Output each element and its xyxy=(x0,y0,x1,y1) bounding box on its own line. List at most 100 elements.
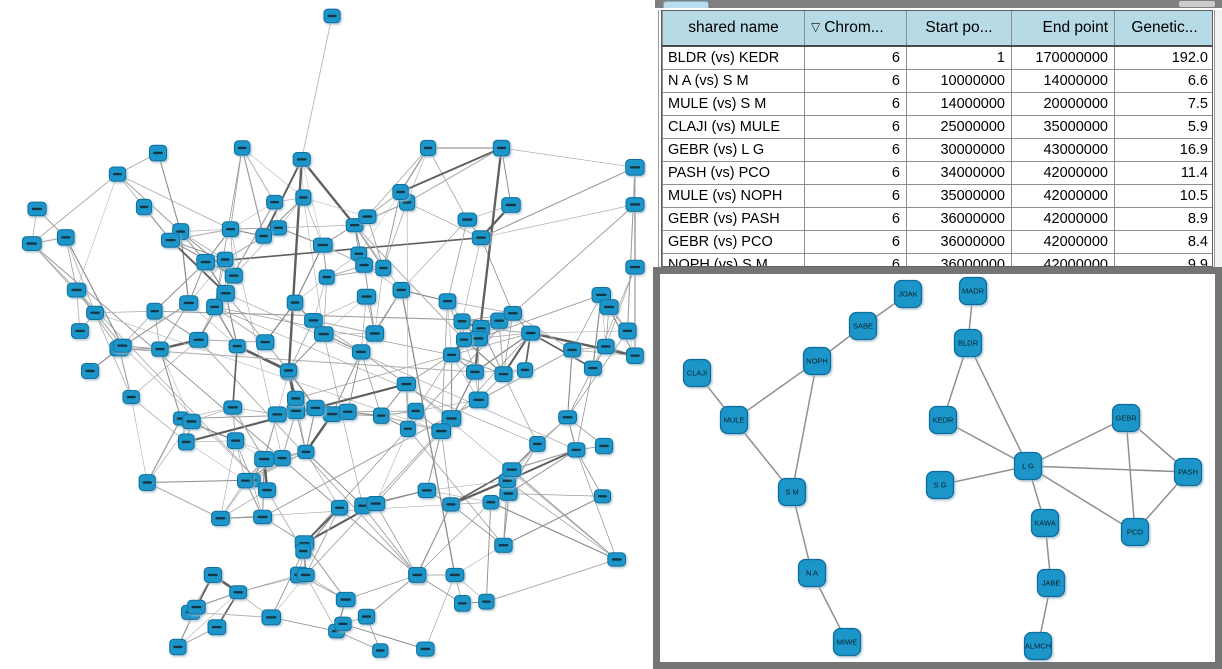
graph-edge[interactable] xyxy=(382,202,408,269)
graph-node[interactable] xyxy=(607,552,626,567)
graph-node[interactable] xyxy=(478,593,495,610)
graph-node[interactable] xyxy=(453,313,471,330)
graph-node[interactable] xyxy=(297,444,315,459)
graph-edge[interactable] xyxy=(447,300,513,314)
graph-edge[interactable] xyxy=(301,159,324,246)
cell-value[interactable]: 192.0 xyxy=(1114,45,1212,70)
graph-edge[interactable] xyxy=(486,558,617,603)
graph-node[interactable] xyxy=(597,338,615,355)
table-row[interactable]: GEBR (vs) L G 6 30000000 43000000 16.9 xyxy=(662,138,1212,162)
graph-edge[interactable] xyxy=(480,166,636,239)
graph-node[interactable] xyxy=(66,282,87,298)
graph-node[interactable] xyxy=(228,339,246,354)
network-node-SABE[interactable]: SABE xyxy=(848,311,878,341)
graph-node[interactable] xyxy=(583,360,602,376)
table-row[interactable]: GEBR (vs) PASH 6 36000000 42000000 8.9 xyxy=(662,207,1212,231)
graph-node[interactable] xyxy=(216,251,234,268)
graph-node[interactable] xyxy=(351,344,371,360)
cell-shared-name[interactable]: NOPH (vs) S M xyxy=(662,253,805,266)
network-node-PCO[interactable]: PCO xyxy=(1120,517,1150,547)
graph-node[interactable] xyxy=(416,641,435,657)
graph-edge[interactable] xyxy=(342,623,426,650)
cell-value[interactable]: 1 xyxy=(906,45,1012,70)
graph-node[interactable] xyxy=(457,212,477,227)
cell-value[interactable]: 42000000 xyxy=(1011,184,1115,208)
graph-edge[interactable] xyxy=(426,490,491,503)
graph-node[interactable] xyxy=(599,299,619,315)
cell-value[interactable]: 25000000 xyxy=(906,115,1012,139)
network-node-NOPH[interactable]: NOPH xyxy=(802,346,832,376)
network-edge-LG-GEBR[interactable] xyxy=(1027,417,1127,467)
cell-value[interactable]: 42000000 xyxy=(1011,161,1115,185)
cell-value[interactable]: 6 xyxy=(804,45,907,70)
vertical-scrollbar[interactable] xyxy=(1214,10,1222,267)
graph-edge[interactable] xyxy=(360,296,367,352)
graph-node[interactable] xyxy=(516,362,534,378)
graph-node[interactable] xyxy=(466,364,484,380)
graph-edge[interactable] xyxy=(305,451,340,508)
cell-value[interactable]: 8.9 xyxy=(1114,207,1212,231)
graph-edge[interactable] xyxy=(530,332,594,369)
cell-value[interactable]: 42000000 xyxy=(1011,253,1115,266)
graph-edge[interactable] xyxy=(360,351,382,416)
graph-edge[interactable] xyxy=(501,147,636,168)
graph-edge[interactable] xyxy=(501,147,512,206)
graph-edge[interactable] xyxy=(512,312,573,351)
graph-node[interactable] xyxy=(258,482,276,499)
graph-edge[interactable] xyxy=(498,320,505,375)
graph-node[interactable] xyxy=(357,608,376,625)
graph-edge[interactable] xyxy=(31,173,118,244)
graph-edge[interactable] xyxy=(225,293,266,343)
cell-shared-name[interactable]: N A (vs) S M xyxy=(662,69,805,93)
graph-edge[interactable] xyxy=(490,501,617,561)
cell-value[interactable]: 10.5 xyxy=(1114,184,1212,208)
network-edge-MULE-NOPH[interactable] xyxy=(733,360,818,421)
graph-edge[interactable] xyxy=(480,204,636,239)
cell-value[interactable]: 35000000 xyxy=(1011,115,1115,139)
cell-shared-name[interactable]: CLAJI (vs) MULE xyxy=(662,115,805,139)
graph-node[interactable] xyxy=(468,391,489,409)
graph-edge[interactable] xyxy=(367,147,429,217)
graph-node[interactable] xyxy=(179,295,199,311)
graph-edge[interactable] xyxy=(427,147,468,220)
graph-edge[interactable] xyxy=(305,574,337,632)
network-node-SM[interactable]: S M xyxy=(777,477,807,507)
graph-edge[interactable] xyxy=(241,147,265,237)
network-node-GEBR[interactable]: GEBR xyxy=(1111,403,1141,433)
graph-edge[interactable] xyxy=(220,458,265,519)
graph-node[interactable] xyxy=(86,305,104,321)
graph-node[interactable] xyxy=(177,433,195,451)
graph-node[interactable] xyxy=(625,197,645,212)
cell-shared-name[interactable]: GEBR (vs) PASH xyxy=(662,207,805,231)
network-edge-GEBR-PCO[interactable] xyxy=(1125,417,1136,533)
graph-edge[interactable] xyxy=(146,481,221,519)
graph-node[interactable] xyxy=(304,313,323,328)
cell-shared-name[interactable]: PASH (vs) PCO xyxy=(662,161,805,185)
graph-edge[interactable] xyxy=(426,480,508,491)
graph-node[interactable] xyxy=(270,220,287,236)
graph-edge[interactable] xyxy=(130,396,187,443)
graph-node[interactable] xyxy=(625,159,645,176)
graph-node[interactable] xyxy=(161,232,181,248)
graph-edge[interactable] xyxy=(65,237,96,313)
graph-edge[interactable] xyxy=(94,310,155,314)
graph-node[interactable] xyxy=(254,451,275,468)
graph-node[interactable] xyxy=(295,543,312,559)
table-row[interactable]: PASH (vs) PCO 6 34000000 42000000 11.4 xyxy=(662,161,1212,185)
graph-edge[interactable] xyxy=(130,339,199,398)
graph-node[interactable] xyxy=(502,462,522,478)
graph-node[interactable] xyxy=(407,402,424,420)
graph-edge[interactable] xyxy=(157,152,182,232)
cell-value[interactable]: 6 xyxy=(804,184,907,208)
graph-edge[interactable] xyxy=(366,574,418,617)
graph-edge[interactable] xyxy=(214,306,538,445)
cell-value[interactable]: 7.5 xyxy=(1114,92,1212,116)
graph-node[interactable] xyxy=(286,402,306,420)
graph-edge[interactable] xyxy=(401,219,468,291)
graph-node[interactable] xyxy=(287,390,305,407)
graph-node[interactable] xyxy=(224,267,243,284)
graph-edge[interactable] xyxy=(130,397,148,483)
graph-edge[interactable] xyxy=(506,480,617,560)
graph-edge[interactable] xyxy=(205,236,482,263)
graph-edge[interactable] xyxy=(511,449,577,471)
